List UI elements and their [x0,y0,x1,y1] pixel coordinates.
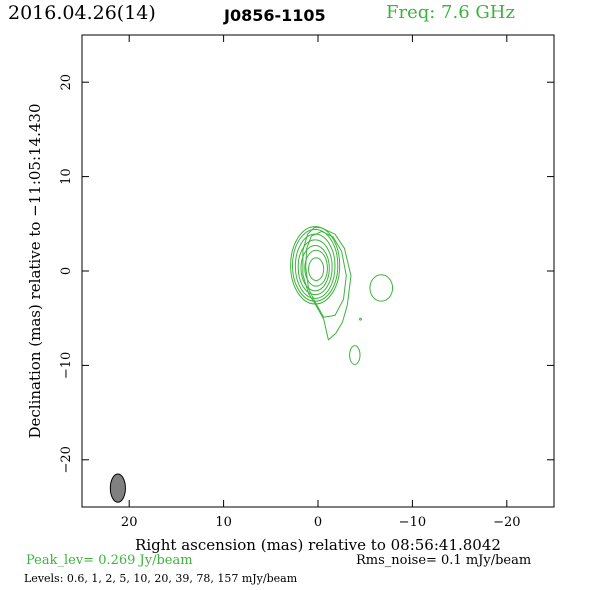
contour-island [369,274,394,302]
x-tick-label: −10 [399,515,426,530]
y-tick-label: 20 [59,74,74,91]
contour-core [304,249,328,287]
peak-level: Peak_lev= 0.269 Jy/beam [26,553,193,568]
x-tick-label: −20 [493,515,520,530]
x-tick-label: 0 [314,515,322,530]
contour-island [349,345,361,365]
contour-core [294,233,336,299]
axis-ticks: 20 10 0 −10 −20 20 10 0 −10 −20 [59,35,554,530]
contour-outer [302,227,352,341]
header-frequency: Freq: 7.6 GHz [386,2,515,23]
x-tick-label: 10 [215,515,232,530]
contour-core [292,228,339,302]
x-axis-label: Right ascension (mas) relative to 08:56:… [135,536,501,554]
contour-core [290,226,341,305]
contour-levels: Levels: 0.6, 1, 2, 5, 10, 20, 39, 78, 15… [24,572,298,585]
y-tick-label: 10 [59,168,74,185]
contour-core [308,257,325,281]
y-tick-label: −20 [59,446,74,473]
beam-ellipse [109,473,126,503]
contour-outer [305,230,347,318]
y-tick-label: −10 [59,352,74,379]
header-date: 2016.04.26(14) [8,2,156,24]
contour-core [297,239,333,296]
contour-core [300,245,330,292]
header-source-name: J0856-1105 [224,6,326,25]
rms-noise: Rms_noise= 0.1 mJy/beam [356,553,532,568]
contour-group [290,226,394,365]
y-axis-label: Declination (mas) relative to −11:05:14.… [26,103,44,438]
x-tick-label: 20 [121,515,138,530]
y-tick-label: 0 [59,267,74,275]
plot-frame [81,34,555,508]
beam-group [109,473,126,503]
contour-island [359,317,362,321]
